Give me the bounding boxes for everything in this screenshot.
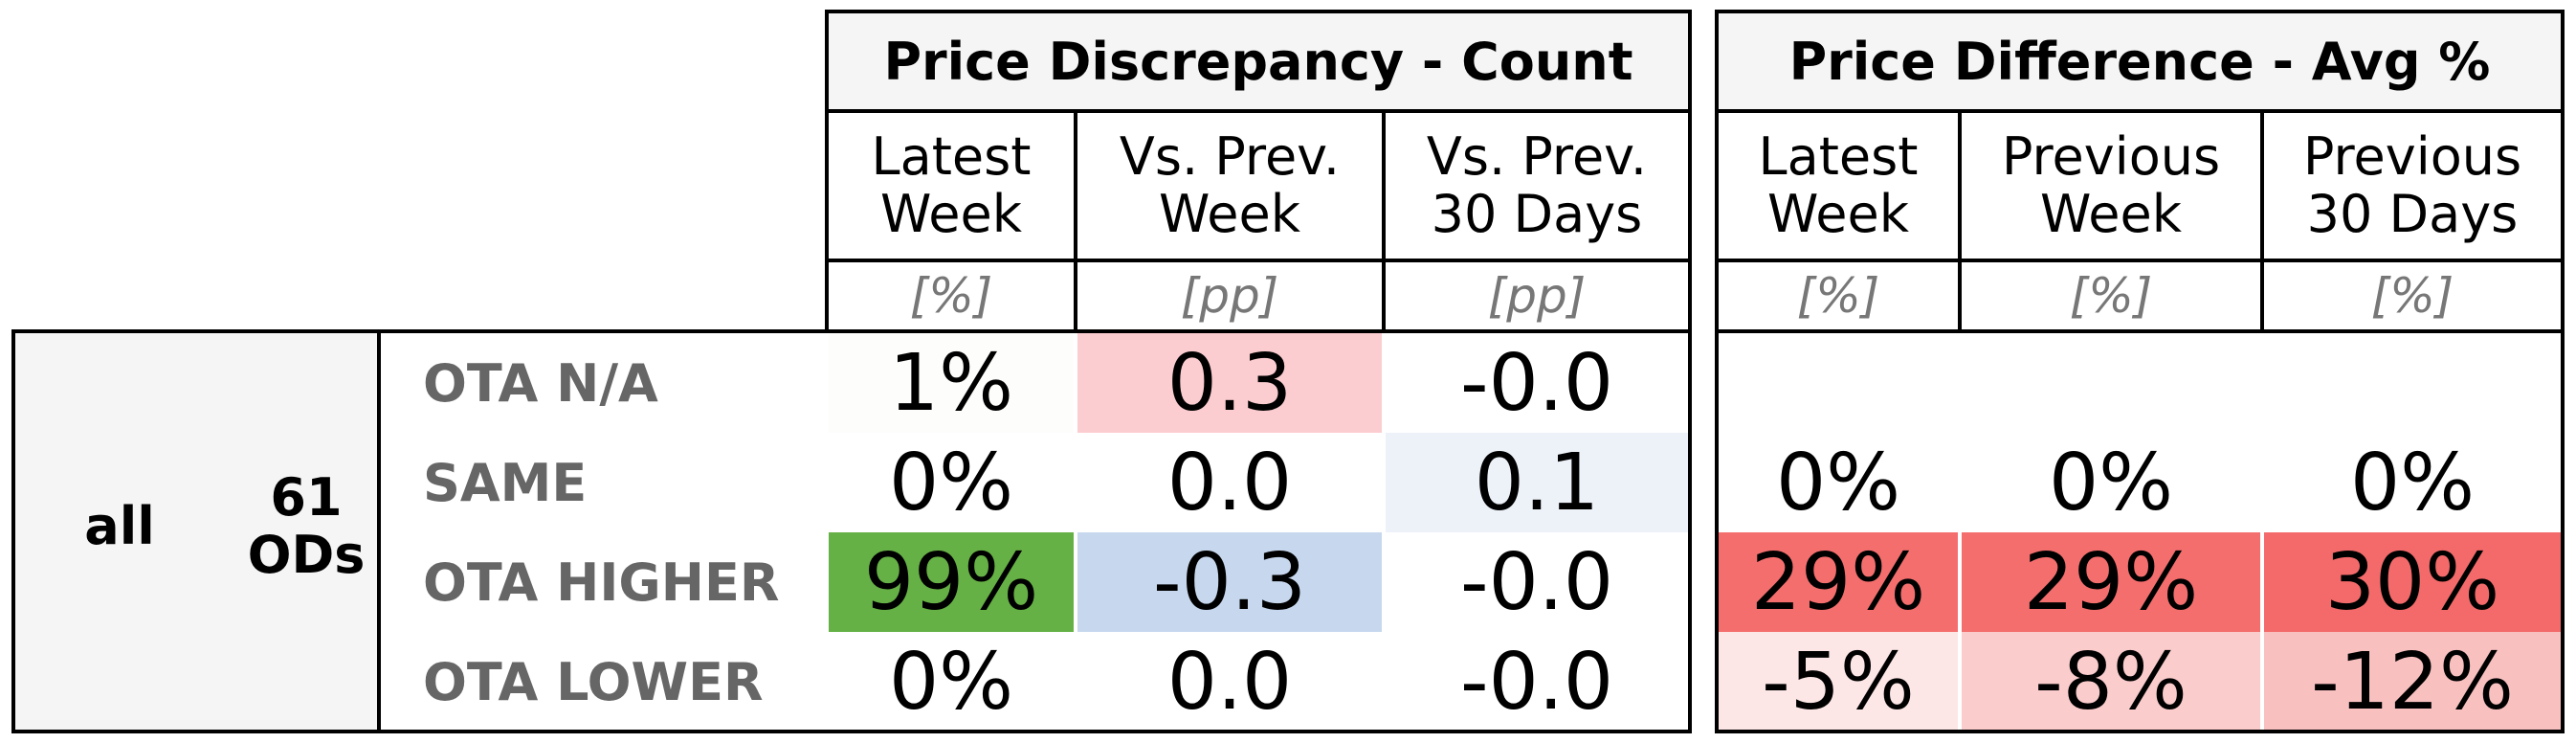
discrepancy-col-vs-prev-week: Vs. Prev. Week: [1074, 109, 1386, 262]
discrepancy-cell-same-latest-week: 0%: [829, 433, 1074, 532]
discrepancy-cell-ota-na-vs-prev-30-days: -0.0: [1386, 333, 1688, 433]
difference-unit-previous-30-days: [%]: [2260, 259, 2565, 333]
difference-cell-same-previous-week: 0%: [1962, 433, 2260, 532]
difference-title: Price Difference - Avg %: [1715, 10, 2565, 113]
discrepancy-unit-vs-prev-30-days: [pp]: [1382, 259, 1692, 333]
difference-col-previous-week: Previous Week: [1958, 109, 2264, 262]
discrepancy-col-latest-week: Latest Week: [825, 109, 1077, 262]
difference-cell-same-latest-week: 0%: [1719, 433, 1958, 532]
difference-cell-ota-na-previous-week: [1962, 333, 2260, 433]
discrepancy-title: Price Discrepancy - Count: [825, 10, 1692, 113]
discrepancy-cell-ota-na-latest-week: 1%: [829, 333, 1074, 433]
discrepancy-unit-vs-prev-week: [pp]: [1074, 259, 1386, 333]
discrepancy-cell-ota-lower-vs-prev-30-days: -0.0: [1386, 632, 1688, 732]
discrepancy-cell-ota-higher-vs-prev-week: -0.3: [1077, 532, 1382, 632]
difference-cell-ota-lower-latest-week: -5%: [1719, 632, 1958, 732]
discrepancy-col-vs-prev-30-days: Vs. Prev. 30 Days: [1382, 109, 1692, 262]
group-count: 61 ODs: [247, 466, 366, 585]
difference-unit-latest-week: [%]: [1715, 259, 1962, 333]
difference-cell-ota-na-previous-30-days: [2264, 333, 2561, 433]
row-label-ota-higher: OTA HIGHER: [423, 552, 780, 613]
discrepancy-unit-latest-week: [%]: [825, 259, 1077, 333]
row-label-ota-na: OTA N/A: [423, 352, 658, 414]
difference-cell-ota-na-latest-week: [1719, 333, 1958, 433]
difference-col-latest-week: Latest Week: [1715, 109, 1962, 262]
difference-cell-ota-higher-previous-week: 29%: [1962, 532, 2260, 632]
difference-col-previous-30-days: Previous 30 Days: [2260, 109, 2565, 262]
difference-cell-ota-higher-latest-week: 29%: [1719, 532, 1958, 632]
discrepancy-cell-same-vs-prev-week: 0.0: [1077, 433, 1382, 532]
difference-cell-ota-higher-previous-30-days: 30%: [2264, 532, 2561, 632]
discrepancy-cell-ota-lower-latest-week: 0%: [829, 632, 1074, 732]
discrepancy-cell-same-vs-prev-30-days: 0.1: [1386, 433, 1688, 532]
discrepancy-cell-ota-higher-latest-week: 99%: [829, 532, 1074, 632]
difference-unit-previous-week: [%]: [1958, 259, 2264, 333]
group-label: all: [84, 495, 155, 556]
difference-cell-ota-lower-previous-30-days: -12%: [2264, 632, 2561, 732]
row-label-ota-lower: OTA LOWER: [423, 651, 764, 712]
discrepancy-cell-ota-higher-vs-prev-30-days: -0.0: [1386, 532, 1688, 632]
row-label-same: SAME: [423, 452, 588, 513]
discrepancy-cell-ota-lower-vs-prev-week: 0.0: [1077, 632, 1382, 732]
difference-cell-ota-lower-previous-week: -8%: [1962, 632, 2260, 732]
group-panel: [11, 329, 381, 733]
difference-cell-same-previous-30-days: 0%: [2264, 433, 2561, 532]
discrepancy-cell-ota-na-vs-prev-week: 0.3: [1077, 333, 1382, 433]
